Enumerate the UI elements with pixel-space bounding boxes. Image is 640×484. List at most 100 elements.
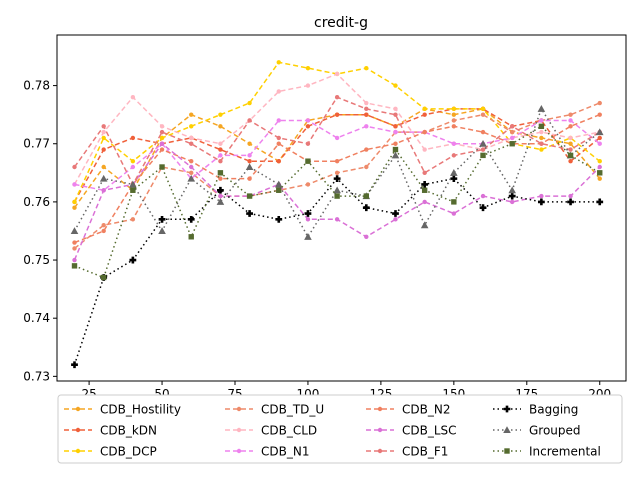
data-point-bagging [71, 361, 78, 369]
chart-title: credit-g [314, 15, 368, 31]
data-point-cdb-dcp [189, 124, 194, 129]
data-point-cdb-td-u [189, 170, 194, 176]
data-point-incremental [451, 199, 457, 205]
data-point-cdb-dcp [218, 112, 223, 117]
data-point-grouped [450, 169, 458, 176]
series-incremental [71, 123, 603, 281]
data-point-cdb-cld [276, 89, 281, 94]
data-point-cdb-f1 [393, 112, 398, 117]
data-point-cdb-n1 [539, 118, 544, 123]
data-point-cdb-hostility [247, 141, 252, 146]
data-point-grouped [99, 174, 108, 182]
data-point-cdb-n2 [393, 141, 398, 146]
data-point-cdb-n2 [597, 112, 602, 117]
data-point-bagging [158, 215, 166, 223]
data-point-cdb-lsc [480, 193, 486, 199]
data-point-cdb-lsc [218, 193, 223, 199]
legend-label: CDB_DCP [100, 445, 157, 459]
data-point-cdb-f1 [480, 147, 486, 152]
legend-entry-cdb-cld: CDB_CLD [225, 424, 317, 438]
data-point-cdb-lsc [364, 234, 369, 239]
data-point-bagging [392, 210, 399, 217]
data-point-cdb-td-u [305, 182, 311, 187]
legend-marker [75, 427, 81, 433]
data-point-cdb-hostility [539, 135, 544, 141]
plot-area [70, 60, 604, 369]
data-point-cdb-lsc [189, 164, 194, 170]
data-point-bagging [187, 215, 195, 223]
data-point-cdb-cld [364, 100, 369, 106]
data-point-cdb-lsc [393, 217, 398, 222]
data-point-cdb-n1 [568, 118, 573, 123]
data-point-cdb-f1 [422, 170, 427, 176]
data-point-bagging [275, 215, 283, 223]
data-point-cdb-kdn [597, 135, 602, 141]
data-point-cdb-dcp [393, 83, 398, 88]
data-point-cdb-n2 [334, 158, 340, 164]
data-point-grouped [70, 227, 79, 235]
y-tick-label: 0.76 [23, 195, 50, 209]
legend-entry-cdb-f1: CDB_F1 [366, 445, 448, 459]
data-point-cdb-n2 [218, 176, 223, 181]
data-point-cdb-td-u [334, 170, 340, 176]
y-tick-label: 0.74 [23, 311, 50, 325]
data-point-cdb-dcp [247, 100, 252, 106]
data-point-cdb-hostility [568, 141, 573, 146]
data-point-cdb-n2 [568, 124, 573, 129]
data-point-cdb-f1 [334, 95, 340, 100]
data-point-cdb-lsc [334, 217, 340, 222]
data-point-bagging [479, 204, 487, 212]
data-point-incremental [159, 164, 165, 170]
legend-label: CDB_F1 [402, 445, 448, 459]
legend-label: Incremental [529, 445, 601, 459]
data-point-cdb-dcp [539, 147, 544, 152]
data-point-bagging [508, 192, 516, 200]
data-point-cdb-kdn [568, 158, 573, 164]
legend-marker [503, 405, 511, 413]
legend-marker [75, 406, 81, 412]
data-point-grouped [245, 163, 254, 171]
data-point-cdb-cld [393, 106, 398, 112]
data-point-incremental [305, 158, 311, 164]
data-point-cdb-f1 [305, 141, 311, 146]
data-point-cdb-f1 [276, 135, 281, 141]
data-point-cdb-f1 [218, 158, 223, 164]
y-tick-label: 0.73 [23, 369, 50, 383]
legend-label: CDB_kDN [100, 424, 157, 438]
data-point-cdb-dcp [305, 65, 311, 71]
data-point-cdb-cld [568, 135, 573, 141]
data-point-cdb-n2 [72, 240, 77, 245]
data-point-cdb-cld [189, 135, 194, 141]
data-point-cdb-cld [130, 95, 136, 100]
data-point-grouped [479, 139, 487, 147]
data-point-cdb-td-u [480, 112, 486, 117]
legend-entry-cdb-n2: CDB_N2 [366, 403, 450, 417]
data-point-incremental [421, 187, 428, 193]
data-point-cdb-lsc [597, 164, 602, 170]
data-point-cdb-f1 [101, 124, 106, 129]
data-point-cdb-dcp [422, 106, 427, 112]
data-point-grouped [333, 186, 341, 194]
data-point-bagging [304, 210, 312, 217]
legend-label: Grouped [529, 424, 581, 438]
data-point-cdb-hostility [218, 124, 223, 129]
data-point-cdb-kdn [334, 112, 340, 117]
data-point-cdb-lsc [539, 193, 544, 199]
data-point-cdb-dcp [451, 106, 457, 112]
data-point-cdb-lsc [305, 217, 311, 222]
data-point-cdb-lsc [72, 257, 77, 263]
legend-marker [377, 406, 383, 412]
data-point-cdb-td-u [597, 100, 602, 106]
data-point-cdb-f1 [72, 164, 77, 170]
data-point-cdb-f1 [364, 106, 369, 112]
legend-marker [236, 406, 242, 412]
data-point-cdb-n1 [218, 153, 223, 158]
y-tick-label: 0.75 [23, 253, 50, 267]
data-point-cdb-n1 [451, 141, 457, 146]
data-point-grouped [595, 128, 604, 136]
data-point-bagging [567, 198, 574, 206]
data-point-cdb-n1 [364, 124, 369, 129]
data-point-cdb-dcp [276, 60, 281, 65]
legend-box [57, 394, 623, 464]
data-point-cdb-td-u [510, 129, 515, 135]
